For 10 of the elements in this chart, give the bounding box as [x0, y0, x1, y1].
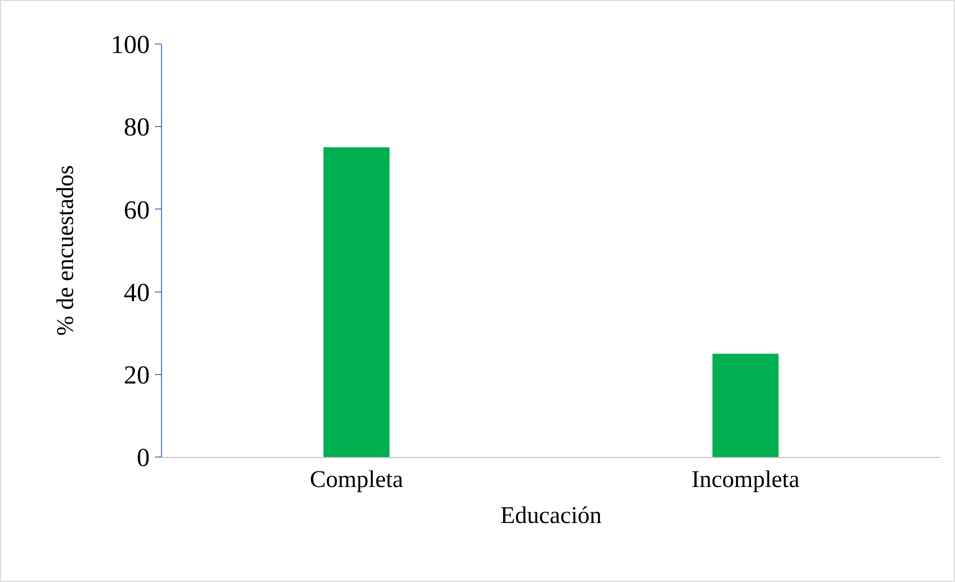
y-tick-label: 40: [124, 278, 150, 307]
x-tick-label: Completa: [310, 466, 404, 493]
x-axis-title: Educación: [500, 503, 602, 530]
y-tick-label: 80: [124, 112, 150, 142]
y-tick-label: 20: [124, 360, 150, 390]
y-tick-label: 60: [124, 195, 150, 224]
x-tick-label: Incompleta: [692, 466, 800, 493]
y-tick-label: 0: [136, 443, 150, 472]
y-tick-label: 100: [110, 30, 150, 60]
y-axis-title: % de encuestados: [52, 165, 79, 336]
